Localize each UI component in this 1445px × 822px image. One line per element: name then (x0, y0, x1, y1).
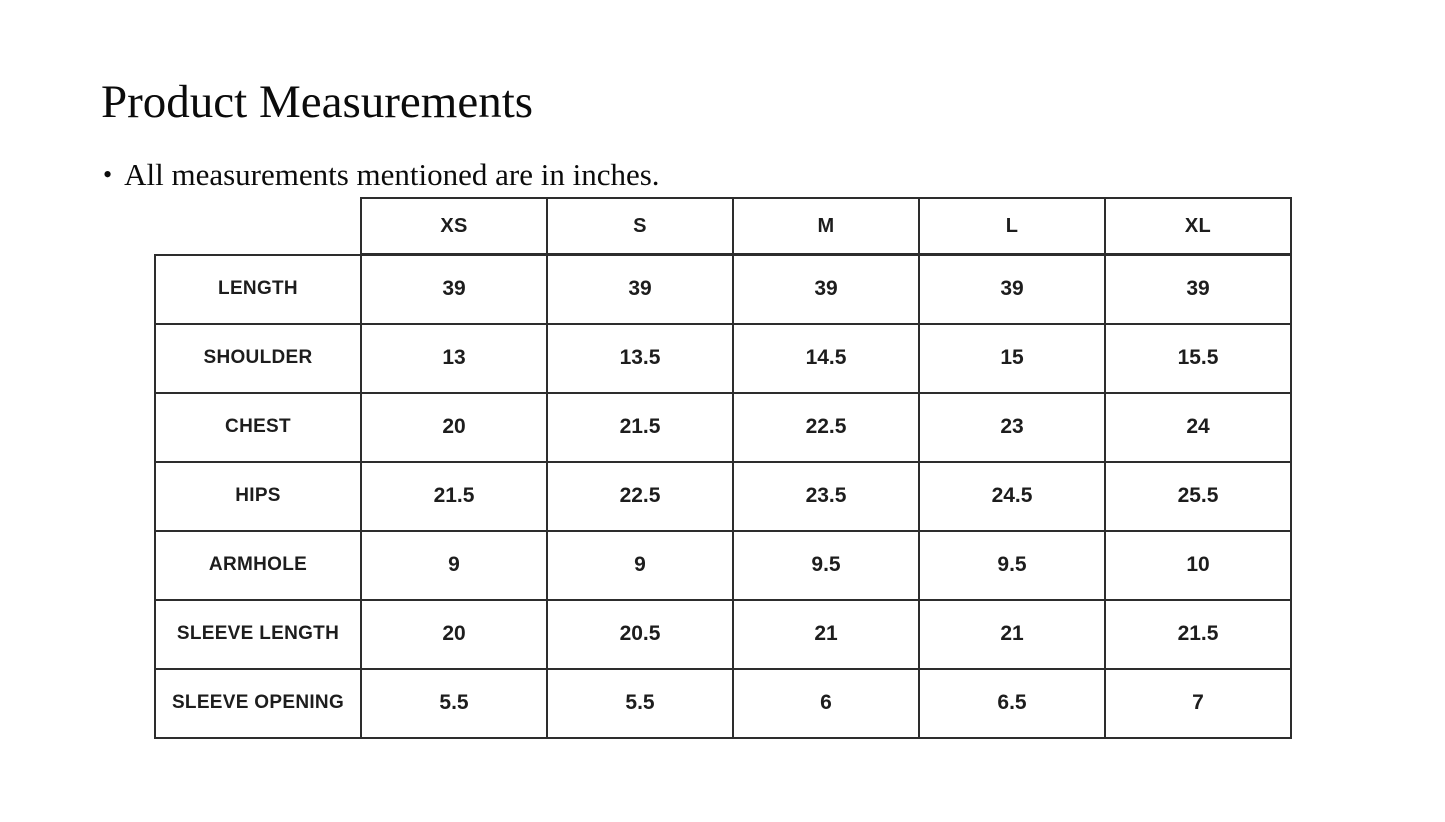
table-corner-cell (155, 198, 361, 255)
table-row-shoulder: SHOULDER 13 13.5 14.5 15 15.5 (154, 322, 1292, 394)
measurement-value: 15.5 (1104, 322, 1292, 394)
row-label: SLEEVE OPENING (154, 667, 362, 739)
measurement-value: 9 (360, 529, 548, 601)
table-row-hips: HIPS 21.5 22.5 23.5 24.5 25.5 (154, 460, 1292, 532)
measurement-value: 14.5 (732, 322, 920, 394)
size-column-header-m: M (732, 197, 920, 256)
table-row-length: LENGTH 39 39 39 39 39 (154, 253, 1292, 325)
size-column-header-xl: XL (1104, 197, 1292, 256)
table-header-row: XS S M L XL (155, 197, 1292, 256)
measurement-value: 9 (546, 529, 734, 601)
row-label: CHEST (154, 391, 362, 463)
measurement-value: 9.5 (918, 529, 1106, 601)
measurement-value: 6 (732, 667, 920, 739)
row-label: ARMHOLE (154, 529, 362, 601)
table-row-sleeve-opening: SLEEVE OPENING 5.5 5.5 6 6.5 7 (154, 667, 1292, 739)
measurement-value: 25.5 (1104, 460, 1292, 532)
table-row-armhole: ARMHOLE 9 9 9.5 9.5 10 (154, 529, 1292, 601)
measurement-value: 22.5 (546, 460, 734, 532)
measurement-value: 39 (1104, 253, 1292, 325)
measurement-value: 22.5 (732, 391, 920, 463)
measurement-value: 21 (732, 598, 920, 670)
measurement-value: 10 (1104, 529, 1292, 601)
measurement-value: 9.5 (732, 529, 920, 601)
measurement-value: 39 (732, 253, 920, 325)
page-title: Product Measurements (101, 76, 534, 129)
measurement-value: 20 (360, 391, 548, 463)
units-note-text: All measurements mentioned are in inches… (124, 157, 660, 192)
size-column-header-l: L (918, 197, 1106, 256)
measurement-value: 39 (918, 253, 1106, 325)
measurement-value: 21.5 (1104, 598, 1292, 670)
measurement-value: 20 (360, 598, 548, 670)
measurement-value: 13 (360, 322, 548, 394)
bullet-marker: • (103, 160, 113, 189)
measurements-table: XS S M L XL LENGTH 39 39 39 39 39 SHOULD… (154, 197, 1292, 739)
measurement-value: 20.5 (546, 598, 734, 670)
measurement-value: 5.5 (360, 667, 548, 739)
size-column-header-xs: XS (360, 197, 548, 256)
measurement-value: 21.5 (546, 391, 734, 463)
measurement-value: 7 (1104, 667, 1292, 739)
units-note: • All measurements mentioned are in inche… (103, 157, 660, 193)
measurement-value: 23.5 (732, 460, 920, 532)
size-column-header-s: S (546, 197, 734, 256)
measurement-value: 23 (918, 391, 1106, 463)
measurement-value: 39 (546, 253, 734, 325)
measurement-value: 15 (918, 322, 1106, 394)
row-label: HIPS (154, 460, 362, 532)
table-row-chest: CHEST 20 21.5 22.5 23 24 (154, 391, 1292, 463)
measurement-value: 5.5 (546, 667, 734, 739)
measurement-value: 21.5 (360, 460, 548, 532)
measurement-value: 6.5 (918, 667, 1106, 739)
row-label: LENGTH (154, 253, 362, 325)
measurement-value: 39 (360, 253, 548, 325)
measurement-value: 13.5 (546, 322, 734, 394)
measurement-value: 24 (1104, 391, 1292, 463)
row-label: SLEEVE LENGTH (154, 598, 362, 670)
measurement-value: 21 (918, 598, 1106, 670)
table-row-sleeve-length: SLEEVE LENGTH 20 20.5 21 21 21.5 (154, 598, 1292, 670)
measurement-value: 24.5 (918, 460, 1106, 532)
row-label: SHOULDER (154, 322, 362, 394)
